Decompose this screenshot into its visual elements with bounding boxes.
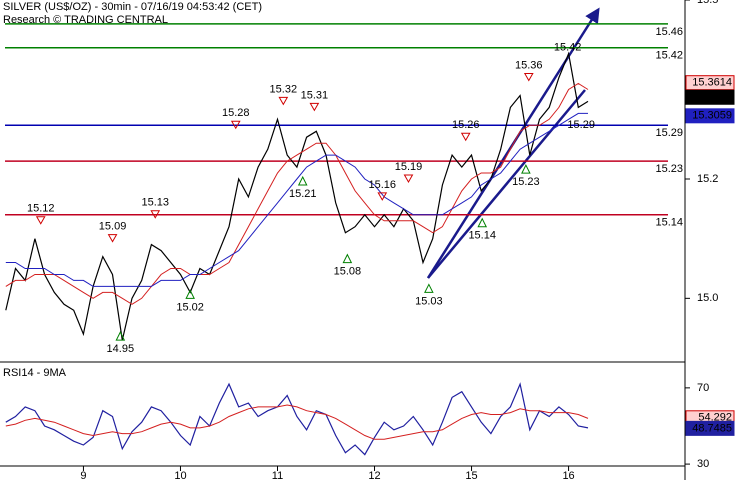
y-tick-label: 30 xyxy=(697,458,709,470)
high-label: 15.31 xyxy=(301,89,329,101)
low-marker xyxy=(185,289,195,299)
low-marker xyxy=(477,217,488,228)
high-label: 15.12 xyxy=(27,203,55,215)
low-label: 15.03 xyxy=(415,295,443,307)
series-line xyxy=(5,112,588,287)
low-label: 15.02 xyxy=(176,301,204,313)
x-tick-label: 10 xyxy=(174,470,186,480)
high-label: 15.28 xyxy=(222,107,250,119)
low-marker xyxy=(521,163,531,174)
chart-subtitle: Research © TRADING CENTRAL xyxy=(3,14,168,26)
series-line xyxy=(5,404,589,440)
high-label: 15.16 xyxy=(369,179,397,191)
high-marker xyxy=(523,73,534,82)
series-line xyxy=(5,382,589,456)
high-marker xyxy=(309,102,320,112)
low-label: 15.14 xyxy=(468,230,496,242)
high-marker xyxy=(377,192,388,201)
x-tick-label: 9 xyxy=(80,470,86,480)
high-marker xyxy=(278,96,289,106)
trend-line xyxy=(427,89,586,279)
low-label: 14.95 xyxy=(107,343,135,355)
high-label: 15.26 xyxy=(452,119,480,131)
low-label: 15.08 xyxy=(334,266,362,278)
last-value-label: 54.292 xyxy=(698,412,732,424)
low-marker xyxy=(342,253,353,264)
low-label: 15.21 xyxy=(289,188,317,200)
high-marker xyxy=(230,120,241,130)
y-tick-label: 70 xyxy=(697,382,709,394)
series-line xyxy=(5,82,589,305)
y-tick-label: 15.0 xyxy=(697,292,718,304)
level-label: 15.42 xyxy=(655,50,683,62)
x-tick-label: 16 xyxy=(562,470,574,480)
level-label: 15.29 xyxy=(655,127,683,139)
last-value-label: 15.3059 xyxy=(692,110,732,122)
low-marker xyxy=(297,175,308,186)
high-label: 15.09 xyxy=(99,221,127,233)
low-label: 15.23 xyxy=(512,176,540,188)
y-tick-label: 15.2 xyxy=(697,173,718,185)
last-value-box xyxy=(685,89,735,105)
x-tick-label: 12 xyxy=(368,470,380,480)
low-marker xyxy=(424,283,434,293)
x-tick-label: 15 xyxy=(465,470,477,480)
last-value-label: 15.337 xyxy=(698,91,732,103)
high-marker xyxy=(403,174,414,183)
last-value-box xyxy=(685,108,735,124)
last-value-label: 48.7485 xyxy=(692,422,732,434)
last-value-label: 15.3614 xyxy=(692,77,732,89)
chart-title: SILVER (US$/OZ) - 30min - 07/16/19 04:53… xyxy=(3,1,262,13)
high-label: 15.19 xyxy=(395,161,423,173)
high-marker xyxy=(107,234,118,243)
level-label: 15.46 xyxy=(655,26,683,38)
rsi-title: RSI14 - 9MA xyxy=(3,367,67,379)
high-label: 15.36 xyxy=(515,59,543,71)
high-marker xyxy=(35,216,46,225)
y-tick-label: 15.5 xyxy=(697,0,718,6)
level-label: 15.14 xyxy=(655,217,683,229)
low-marker xyxy=(115,331,126,341)
level-annotation: 15.29 xyxy=(567,119,595,131)
high-marker xyxy=(460,132,471,142)
level-annotation: 15.42 xyxy=(554,42,582,54)
level-label: 15.23 xyxy=(655,163,683,175)
high-marker xyxy=(150,210,161,219)
last-value-box xyxy=(685,75,735,91)
last-value-box xyxy=(685,420,735,436)
x-tick-label: 11 xyxy=(272,470,283,480)
high-label: 15.13 xyxy=(141,197,169,209)
high-label: 15.32 xyxy=(270,83,298,95)
